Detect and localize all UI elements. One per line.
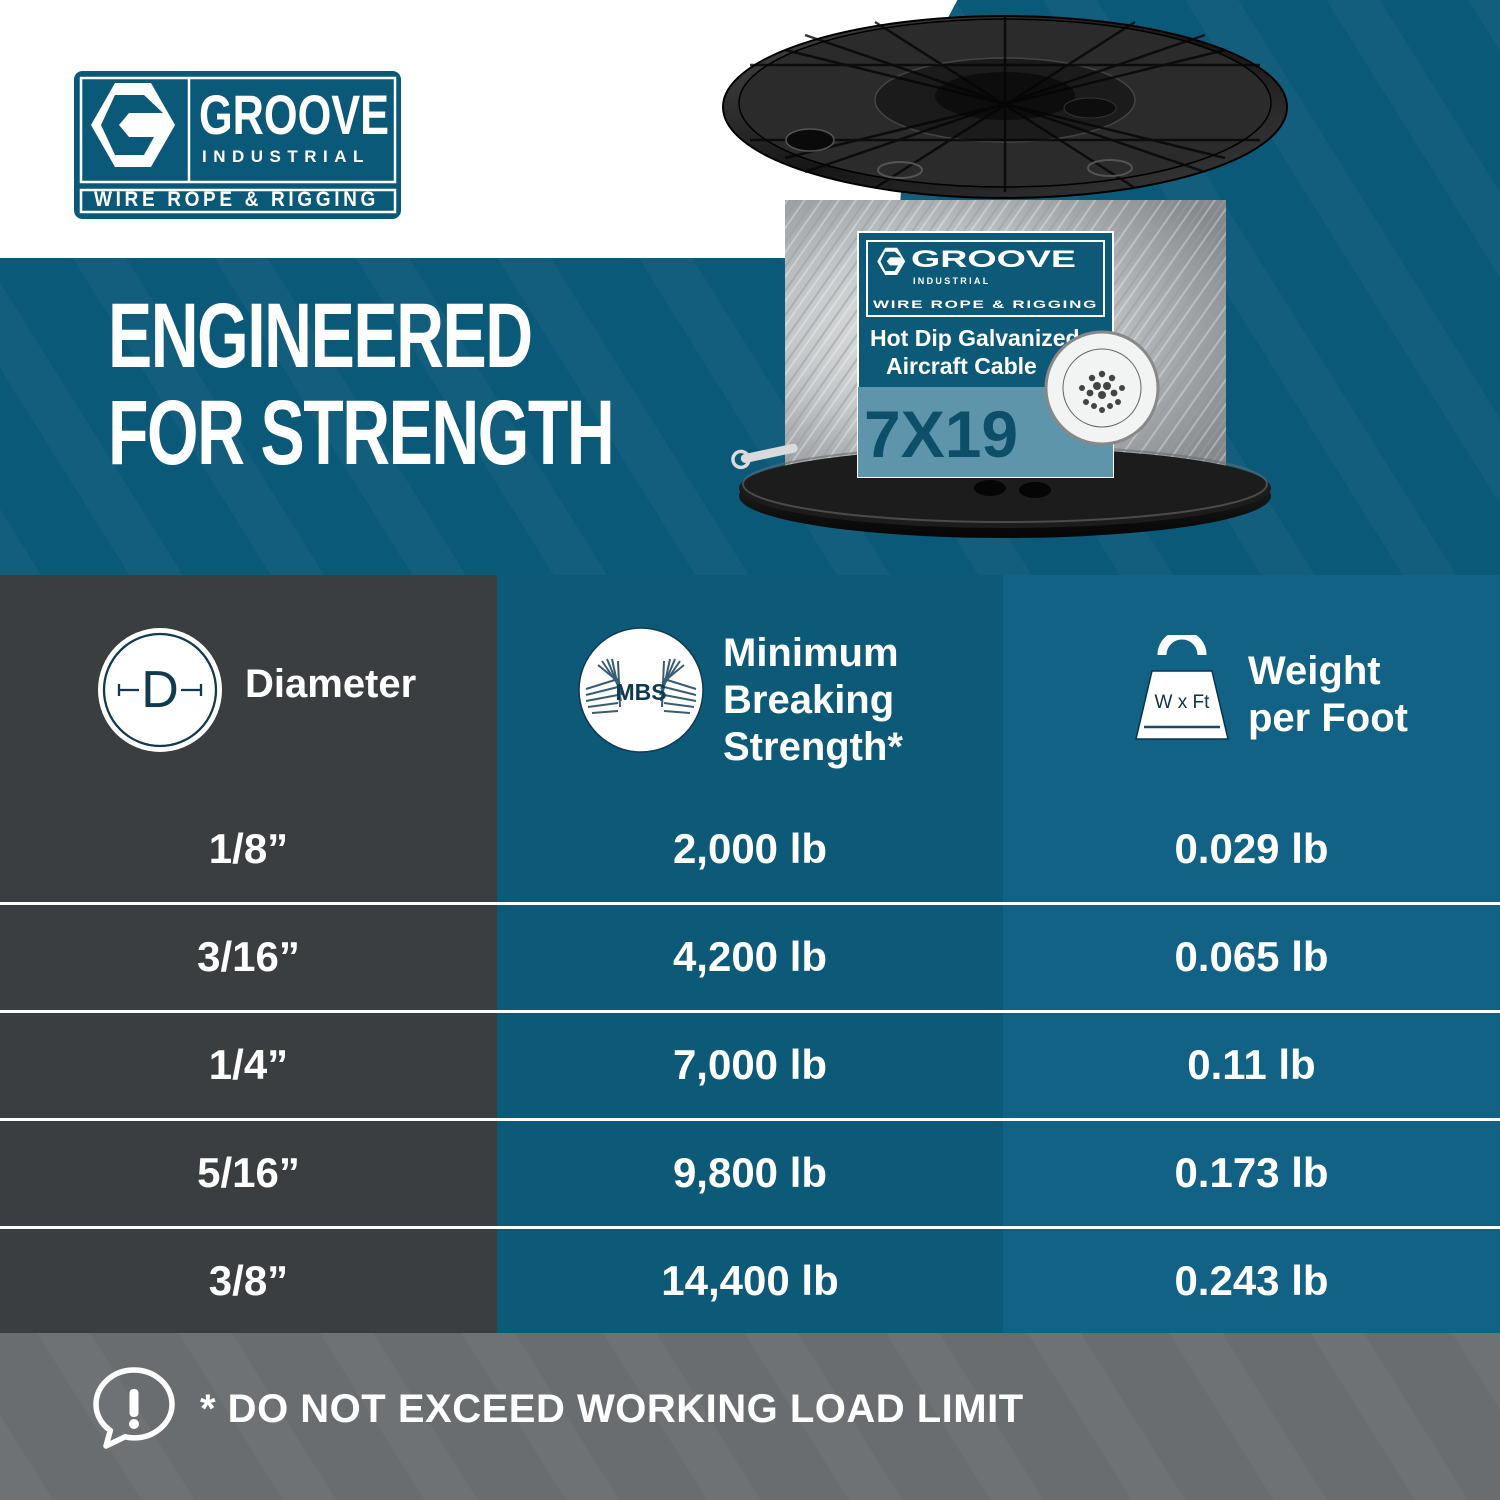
svg-text:Hot Dip Galvanized: Hot Dip Galvanized [870,325,1080,351]
svg-text:7X19: 7X19 [864,397,1018,471]
svg-text:D: D [141,661,179,719]
svg-text:INDUSTRIAL: INDUSTRIAL [913,276,991,286]
svg-text:GROOVE: GROOVE [911,246,1076,273]
svg-text:W x Ft: W x Ft [1155,692,1211,713]
svg-text:WIRE ROPE & RIGGING: WIRE ROPE & RIGGING [873,299,1098,311]
svg-text:MBS: MBS [615,679,666,705]
svg-text:INDUSTRIAL: INDUSTRIAL [202,147,370,166]
svg-text:GROOVE: GROOVE [199,83,389,146]
svg-text:WIRE ROPE & RIGGING: WIRE ROPE & RIGGING [94,188,379,211]
svg-text:Aircraft Cable: Aircraft Cable [886,353,1037,379]
